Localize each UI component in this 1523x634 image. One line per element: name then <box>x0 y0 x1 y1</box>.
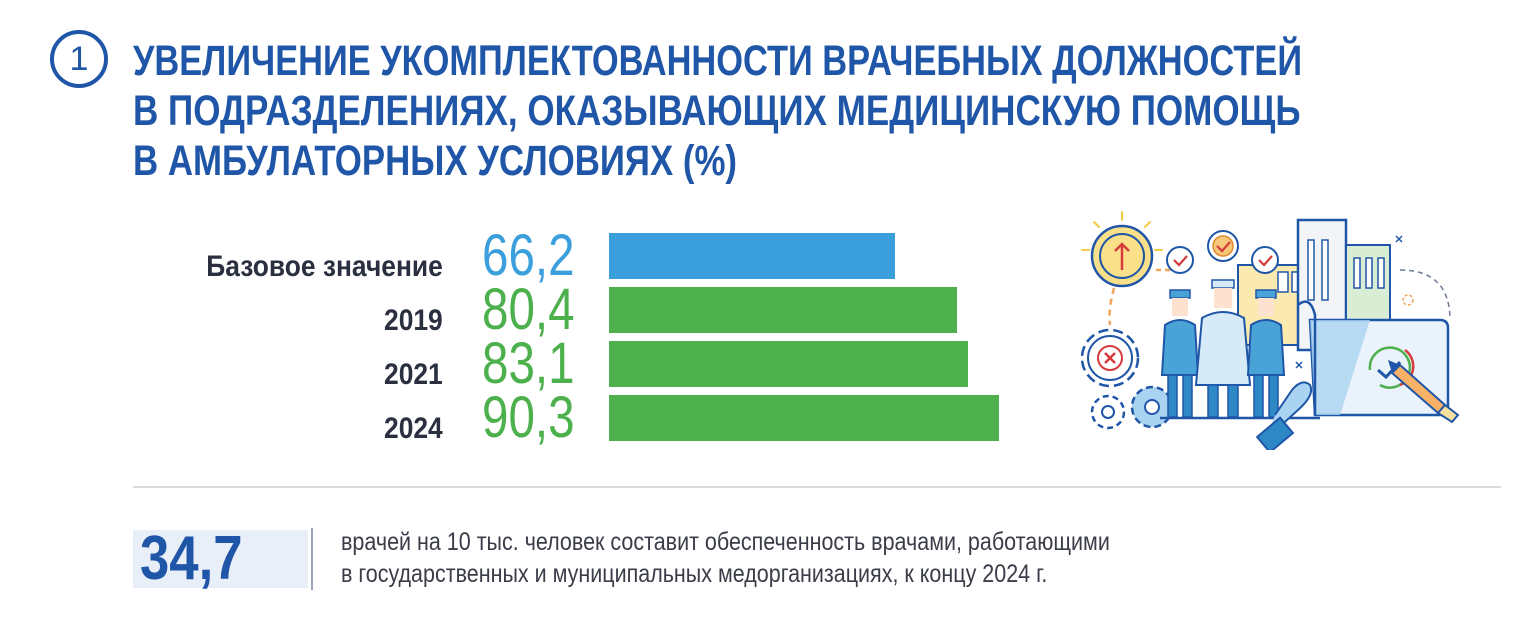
stat-description-line-1: врачей на 10 тыс. человек составит обесп… <box>341 528 1110 556</box>
row-value-baseline: 66,2 <box>482 223 575 288</box>
bar-2021 <box>609 341 968 387</box>
bar-baseline <box>609 233 895 279</box>
row-value-2019: 80,4 <box>482 277 575 342</box>
section-number-badge: 1 <box>50 30 108 88</box>
row-label-2021: 2021 <box>384 358 443 391</box>
row-label-2019: 2019 <box>384 304 443 337</box>
row-value-2024: 90,3 <box>482 385 575 450</box>
bar-2019 <box>609 287 957 333</box>
stat-description: врачей на 10 тыс. человек составит обесп… <box>341 526 1235 590</box>
section-divider <box>133 486 1501 488</box>
gears-icon <box>1090 385 1174 430</box>
title-line-2: В ПОДРАЗДЕЛЕНИЯХ, ОКАЗЫВАЮЩИХ МЕДИЦИНСКУ… <box>133 87 1301 135</box>
gear-x-icon <box>1080 328 1140 388</box>
stat-highlight-box <box>133 530 308 588</box>
medical-illustration <box>1080 211 1460 450</box>
hand-icon <box>1255 381 1313 450</box>
stat-value: 34,7 <box>140 524 243 593</box>
title-line-3: В АМБУЛАТОРНЫХ УСЛОВИЯХ (%) <box>133 137 738 185</box>
stat-description-line-2: в государственных и муниципальных медорг… <box>341 560 1048 588</box>
pencil-icon <box>1388 360 1460 424</box>
checkmark-pin-icon <box>1166 230 1279 274</box>
stat-separator <box>311 528 313 590</box>
row-label-baseline: Базовое значение <box>206 250 443 283</box>
row-label-2024: 2024 <box>384 412 443 445</box>
title-line-1: УВЕЛИЧЕНИЕ УКОМПЛЕКТОВАННОСТИ ВРАЧЕБНЫХ … <box>133 37 1303 85</box>
page-title: УВЕЛИЧЕНИЕ УКОМПЛЕКТОВАННОСТИ ВРАЧЕБНЫХ … <box>133 36 1523 186</box>
bar-2024 <box>609 395 999 441</box>
doctors-icon <box>1160 230 1286 418</box>
coin-arrow-up-icon <box>1081 211 1163 288</box>
row-value-2021: 83,1 <box>482 331 575 396</box>
